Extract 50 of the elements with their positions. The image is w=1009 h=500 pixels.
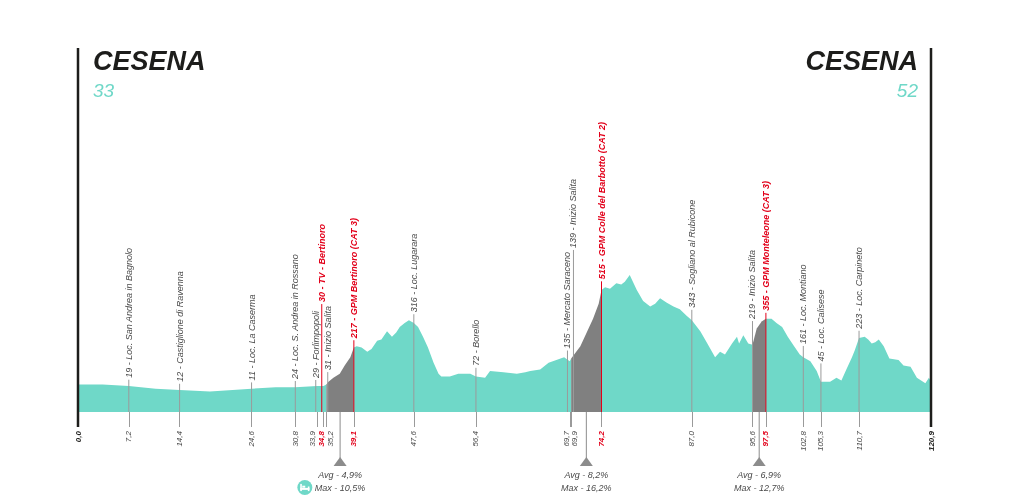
x-tick-label: 74,2 [597,430,607,447]
ref-line-label: 139 - Inizio Salita [568,178,579,248]
ref-line-label: 219 - Inizio Salita [747,250,758,321]
x-tick-label: 102,8 [798,430,808,452]
ref-line-label: 161 - Loc. Montiano [798,264,809,344]
x-tick-label: 69,7 [561,430,571,447]
x-tick-label: 87,0 [687,430,697,447]
ref-line-label: 316 - Loc. Lugarara [408,233,419,313]
ref-line-label: 355 - GPM Monteleone (CAT 3) [760,180,771,311]
x-tick-label: 24,6 [247,430,257,448]
ref-line-label: 11 - Loc. La Caserma [246,294,257,381]
text: Max - 12,7% [733,482,785,493]
x-tick-label: 69,9 [570,430,580,447]
ref-line-label: 72 - Borello [470,319,481,366]
x-tick-label: 97,5 [761,430,771,447]
ref-line-label: 515 - GPM Colle del Barbotto (CAT 2) [596,121,607,280]
ref-line-label: 19 - Loc. San Andrea in Bagnolo [123,247,134,378]
text: Max - 16,2% [561,482,612,493]
annotation: 52 [896,80,919,101]
ref-line-label: 135 - Mercato Saraceno [562,251,573,349]
ref-line-label: 30 - TV - Bertinoro [316,223,327,303]
ref-line-label: 217 - GPM Bertinoro (CAT 3) [348,217,359,340]
text: Avg - 6,9% [736,470,782,480]
x-tick-label: 105,3 [816,430,826,452]
x-tick-label: 35,2 [326,430,336,447]
ref-line-label: 45 - Loc. Calisese [815,289,826,362]
text: Avg - 8,2% [563,470,609,480]
x-tick-label: 14,4 [175,430,185,447]
x-tick-label: 47,6 [409,430,419,447]
x-tick-label: 95,6 [748,430,757,447]
ref-line-label: 31 - Inizio Salita [322,306,333,371]
x-tick-label: 110,7 [854,430,864,451]
ref-line-label: 29 - Forlimpopoli [310,309,321,379]
x-tick-label: 0,0 [73,430,83,443]
ref-line-label: 12 - Castiglione di Ravenna [174,271,185,382]
text: Avg - 4,9% [317,470,363,480]
x-tick-label: 7,2 [124,430,134,443]
x-tick-label: 33,9 [308,430,318,447]
annotation: 33 [93,80,115,101]
x-tick-label: 34,8 [317,430,327,447]
x-tick-label: 39,1 [349,430,359,447]
x-tick-label: 30,8 [290,430,300,447]
x-tick-label: 120,9 [926,430,936,452]
x-tick-label: 56,4 [471,430,481,447]
ref-line-label: CESENA [805,46,918,76]
ref-line-label: 223 - Loc. Carpineto [854,247,865,330]
text: Max - 10,5% [314,482,366,493]
ref-line-label: 343 - Sogliano al Rubicone [686,199,697,308]
ref-line-label: 24 - Loc. S. Andrea in Rossano [290,254,301,381]
ref-line-label: CESENA [93,46,206,76]
